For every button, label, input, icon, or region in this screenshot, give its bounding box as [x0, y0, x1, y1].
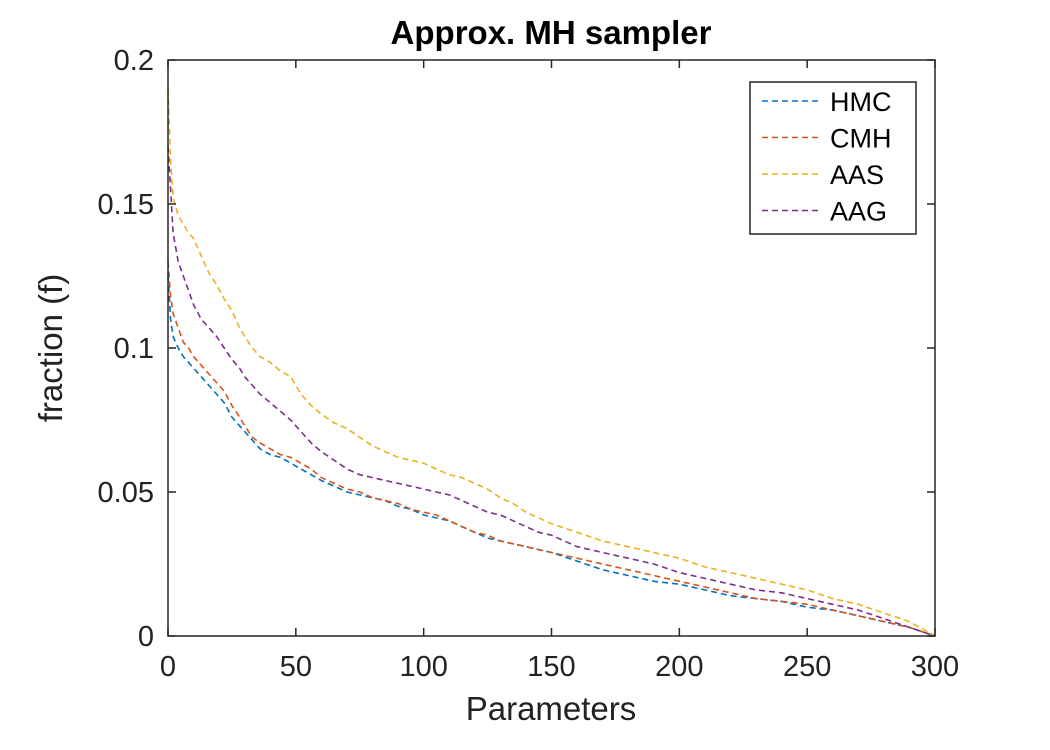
- legend-label-aas: AAS: [830, 160, 884, 190]
- legend-label-aag: AAG: [830, 197, 887, 227]
- x-tick-label: 0: [160, 651, 176, 683]
- y-tick-label: 0.2: [114, 45, 154, 77]
- x-tick-label: 250: [783, 651, 831, 683]
- y-tick-label: 0.1: [114, 333, 154, 365]
- ticks-layer: 0 50 100 150 200 250 300 0 0.05 0.1 0.15 0.2: [98, 45, 960, 683]
- x-tick-label: 300: [911, 651, 959, 683]
- y-tick-label: 0.15: [98, 189, 154, 221]
- legend-label-hmc: HMC: [830, 87, 892, 117]
- legend-box: [749, 81, 917, 235]
- chart-title: Approx. MH sampler: [391, 14, 712, 51]
- series-line-aas: [167, 88, 936, 637]
- x-tick-label: 150: [527, 651, 575, 683]
- series-line-aag: [167, 146, 936, 637]
- x-tick-label: 100: [399, 651, 447, 683]
- x-tick-label: 50: [280, 651, 312, 683]
- series-line-cmh: [167, 261, 936, 637]
- y-tick-label: 0.05: [98, 477, 154, 509]
- y-axis-label: fraction (f): [32, 274, 69, 423]
- x-tick-label: 200: [655, 651, 703, 683]
- x-axis-label: Parameters: [466, 690, 637, 727]
- series-layer: [167, 88, 936, 637]
- series-line-hmc: [167, 275, 936, 637]
- legend-label-cmh: CMH: [830, 124, 892, 154]
- legend: HMC CMH AAS AAG: [749, 81, 917, 235]
- y-tick-label: 0: [138, 621, 154, 653]
